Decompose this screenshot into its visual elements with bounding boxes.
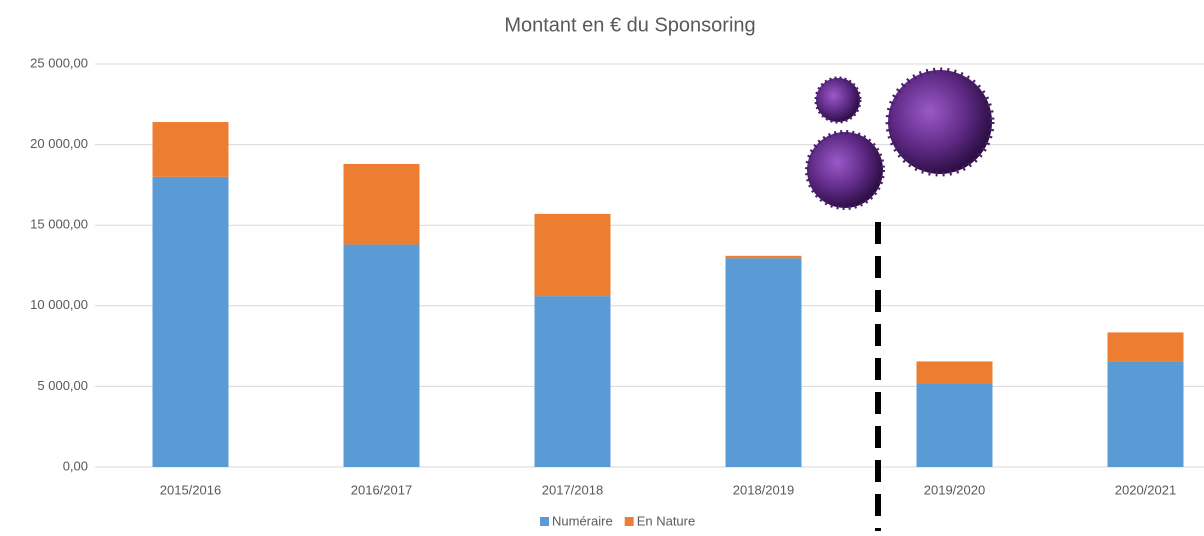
chart: Montant en € du Sponsoring 0,00 5 000,00 1… [0,0,1204,531]
legend-label: Numéraire [552,513,613,528]
y-tick-label: 15 000,00 [30,217,88,232]
x-tick-label: 2016/2017 [351,482,412,497]
bar-segment [535,214,611,296]
bar-segment [153,177,229,467]
y-tick-label: 0,00 [63,458,88,473]
bar-segment [917,361,993,384]
virus-decoration [807,70,992,208]
y-tick-label: 25 000,00 [30,55,88,70]
bar-segment [153,122,229,177]
legend-swatch [625,517,634,526]
x-tick-label: 2017/2018 [542,482,603,497]
x-tick-label: 2020/2021 [1115,482,1176,497]
bar-segment [1108,332,1184,361]
legend-label: En Nature [637,513,696,528]
bar-segment [1108,361,1184,467]
x-tick-label: 2018/2019 [733,482,794,497]
x-tick-label: 2015/2016 [160,482,221,497]
bar-segment [726,258,802,467]
y-tick-label: 10 000,00 [30,297,88,312]
legend-swatch [540,517,549,526]
y-tick-label: 5 000,00 [37,378,88,393]
chart-title: Montant en € du Sponsoring [504,14,755,36]
y-tick-label: 20 000,00 [30,136,88,151]
bar-segment [917,384,993,467]
bar-segment [344,164,420,245]
bar-segment [344,245,420,467]
bar-segment [535,296,611,467]
x-tick-label: 2019/2020 [924,482,985,497]
bar-segment [726,256,802,258]
